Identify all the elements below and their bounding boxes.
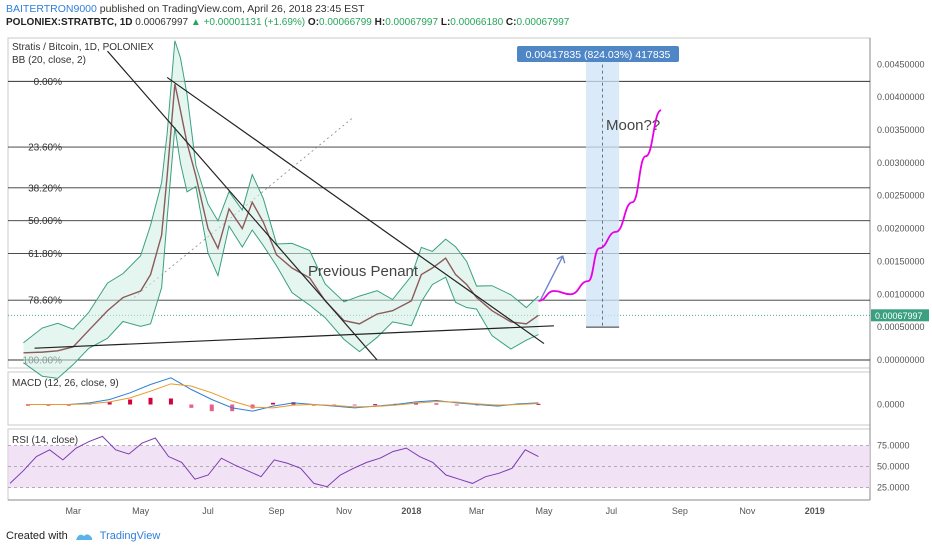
fib-level-label: 38.20% [28,183,62,194]
price-line [23,83,539,354]
previous-penant-label: Previous Penant [308,263,419,280]
price-tick-label: 0.00100000 [877,289,925,299]
price-tick-label: 0.00200000 [877,224,925,234]
macd-tick-label: 0.0000 [877,400,905,410]
bollinger-band-fill [23,40,539,379]
fib-level-label: 50.00% [28,216,62,227]
measure-label: 0.00417835 (824.03%) 417835 [526,49,671,61]
macd-histogram-bar [536,403,541,405]
low-label: L: [440,17,451,28]
price-tick-label: 0.00300000 [877,158,925,168]
price-tick-label: 0.00000000 [877,355,925,365]
macd-histogram-bar [434,403,439,405]
triangle-up-icon: ▲ [190,17,201,28]
last-price: 0.00067997 [135,17,189,28]
time-tick-label: May [132,506,150,516]
macd-histogram-bar [352,404,357,406]
bollinger-upper-band [23,40,539,344]
macd-histogram-bar [107,402,112,405]
open-value: 0.00066799 [319,17,372,28]
macd-histogram-bar [373,404,378,406]
time-tick-label: 2018 [401,506,421,516]
resistance-line [166,76,545,345]
time-tick-label: Sep [269,506,285,516]
bb-indicator-label: BB (20, close, 2) [12,55,86,66]
moon-label: Moon?? [606,117,660,134]
footer: Created with TradingView [6,530,160,542]
price-tick-label: 0.00050000 [877,322,925,332]
rsi-line [9,435,539,488]
price-tick-label: 0.00150000 [877,256,925,266]
rsi-tick-label: 75.0000 [877,441,910,451]
support-line [34,325,554,349]
macd-signal-line [28,383,539,409]
time-tick-label: 2019 [805,506,825,516]
price-change: +0.00001131 (+1.69%) [203,17,306,28]
price-pane-title: Stratis / Bitcoin, 1D, POLONIEX [12,42,154,53]
symbol: POLONIEX:STRATBTC, 1D [6,17,133,28]
time-tick-label: May [535,506,553,516]
price-tick-label: 0.00350000 [877,125,925,135]
fib-level-label: 61.80% [28,249,62,260]
fib-level-label: 23.60% [28,143,62,154]
macd-histogram-bar [271,402,276,405]
open-label: O: [307,17,320,28]
macd-histogram-bar [250,404,255,409]
rsi-band [8,445,870,488]
up-arrow-head [556,255,566,264]
current-price-label: 0.00067997 [875,311,923,321]
symbol-info: POLONIEX:STRATBTC, 1D 0.00067997 ▲ +0.00… [6,17,569,28]
published-text: published on TradingView.com, April 26, … [99,3,365,15]
moon-projection-path [538,109,663,302]
close-value: 0.00067997 [516,17,570,28]
created-with-text: Created with [6,530,68,542]
price-tick-label: 0.00250000 [877,191,925,201]
time-tick-label: Mar [469,506,485,516]
steep-resistance-line [107,50,378,361]
fib-level-label: 0.00% [34,77,62,88]
publish-info: BAITERTRON9000 published on TradingView.… [6,3,365,15]
price-tick-label: 0.00400000 [877,92,925,102]
rsi-tick-label: 25.0000 [877,483,910,493]
tradingview-brand[interactable]: TradingView [99,530,161,542]
measure-badge [517,46,679,62]
macd-histogram-bar [168,398,173,405]
time-tick-label: Nov [336,506,353,516]
tradingview-logo-icon [75,534,92,540]
author-name[interactable]: BAITERTRON9000 [6,3,97,15]
bollinger-lower-band [23,127,539,379]
macd-histogram-bar [128,399,133,405]
fib-level-label: 78.60% [28,296,62,307]
time-tick-label: Mar [65,506,81,516]
low-value: 0.00066180 [450,17,504,28]
macd-histogram-bar [413,403,418,405]
time-tick-label: Jul [606,506,618,516]
close-label: C: [505,17,517,28]
macd-pane-title: MACD (12, 26, close, 9) [12,378,119,389]
time-tick-label: Sep [672,506,688,516]
macd-histogram-bar [209,404,214,412]
macd-pane-frame [7,371,871,426]
time-tick-label: Jul [202,506,214,516]
macd-histogram-bar [148,397,153,405]
macd-histogram-bar [454,404,459,406]
measure-box [585,52,620,328]
high-value: 0.00067997 [385,17,439,28]
price-tick-label: 0.00450000 [877,59,925,69]
macd-histogram-bar [189,404,194,408]
rsi-tick-label: 50.0000 [877,462,910,472]
current-price-badge [871,309,929,322]
up-arrow-line [540,255,564,300]
rsi-pane-title: RSI (14, close) [12,435,78,446]
high-label: H: [374,17,386,28]
time-tick-label: Nov [739,506,756,516]
